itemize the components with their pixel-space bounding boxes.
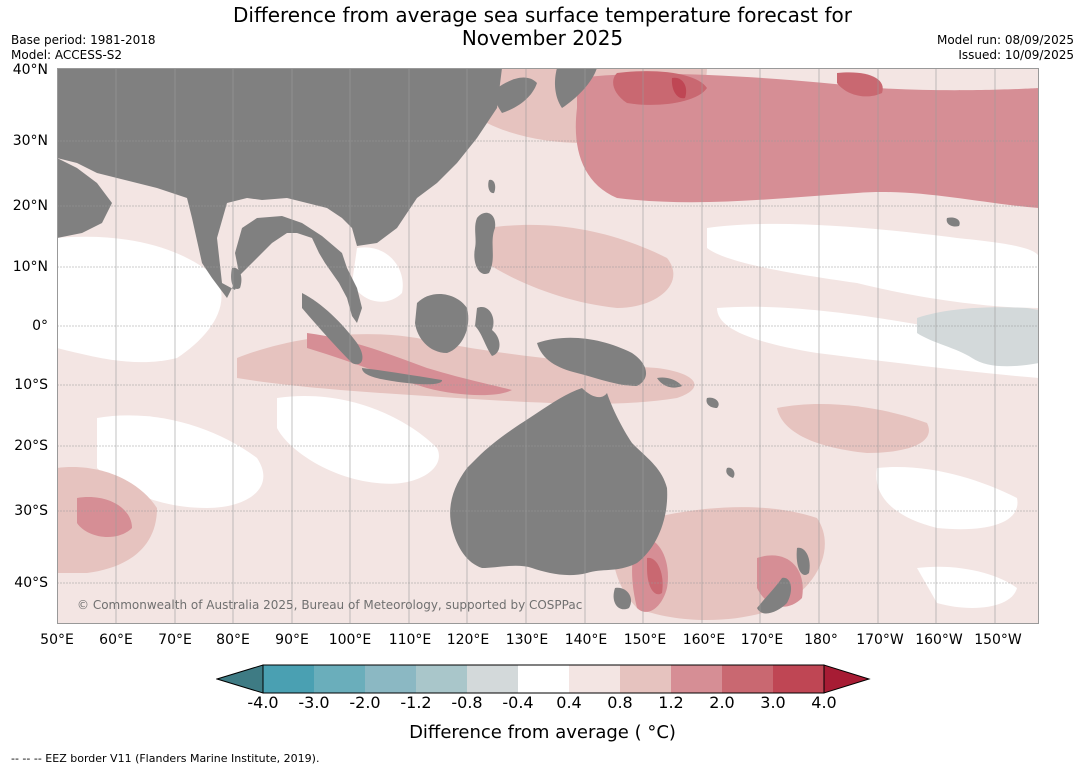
colorbar-tick: 1.2	[658, 693, 684, 712]
colorbar-outline	[262, 664, 825, 694]
colorbar-tick: -4.0	[247, 693, 279, 712]
colorbar-swatch	[722, 665, 773, 693]
colorbar-arrow-low	[216, 664, 264, 694]
landmasses	[57, 68, 960, 614]
model-run: Model run: 08/09/2025	[936, 33, 1074, 47]
lat-label-equator: 0°	[32, 318, 48, 334]
colorbar-swatch	[773, 665, 824, 693]
colorbar-arrow-high	[823, 664, 871, 694]
model-name: Model: ACCESS-S2	[11, 48, 123, 62]
colorbar-swatch	[467, 665, 518, 693]
lat-label-40n: 40°N	[12, 62, 48, 78]
lon-label-120e: 120°E	[446, 632, 490, 648]
lon-label-100e: 100°E	[328, 632, 372, 648]
lon-label-150w: 150°W	[974, 632, 1022, 648]
lat-label-20s: 20°S	[14, 438, 48, 454]
colorbar-tick: 4.0	[811, 693, 837, 712]
colorbar-swatch	[671, 665, 722, 693]
graticule	[57, 68, 1039, 624]
colorbar-swatch	[518, 665, 569, 693]
lon-label-60e: 60°E	[99, 632, 133, 648]
lon-label-140e: 140°E	[564, 632, 608, 648]
lat-label-40s: 40°S	[14, 575, 48, 591]
eez-footnote: -- -- -- EEZ border V11 (Flanders Marine…	[11, 752, 320, 765]
colorbar-swatch	[365, 665, 416, 693]
lon-label-110e: 110°E	[388, 632, 432, 648]
colorbar-tick: -0.8	[451, 693, 483, 712]
colorbar-tick: 0.8	[607, 693, 633, 712]
lon-label-180: 180°	[804, 632, 838, 648]
colorbar-tick: 3.0	[760, 693, 786, 712]
lon-label-70e: 70°E	[158, 632, 192, 648]
colorbar-tick: -0.4	[502, 693, 534, 712]
title-line-1: Difference from average sea surface temp…	[232, 3, 852, 27]
lon-label-50e: 50°E	[40, 632, 74, 648]
lon-label-170w: 170°W	[856, 632, 904, 648]
colorbar-swatch	[263, 665, 314, 693]
colorbar-tick: -2.0	[349, 693, 381, 712]
colorbar-swatch	[314, 665, 365, 693]
lat-label-20n: 20°N	[12, 198, 48, 214]
lon-label-80e: 80°E	[216, 632, 250, 648]
colorbar-swatch	[620, 665, 671, 693]
colorbar-swatch	[569, 665, 620, 693]
colorbar-swatch	[416, 665, 467, 693]
title-line-2: November 2025	[461, 26, 624, 50]
lat-label-10s: 10°S	[14, 377, 48, 393]
lon-label-90e: 90°E	[275, 632, 309, 648]
colorbar-tick: -1.2	[400, 693, 432, 712]
lat-label-30s: 30°S	[14, 503, 48, 519]
sst-anomaly-map	[57, 68, 1039, 624]
map-title: Difference from average sea surface temp…	[0, 4, 1085, 50]
copyright-notice: © Commonwealth of Australia 2025, Bureau…	[77, 598, 583, 612]
colorbar-tick: -3.0	[298, 693, 330, 712]
lat-label-10n: 10°N	[12, 259, 48, 275]
lon-label-170e: 170°E	[740, 632, 784, 648]
map-frame	[57, 68, 1039, 624]
colorbar-tick: 2.0	[709, 693, 735, 712]
colorbar	[216, 664, 871, 694]
meta-left: Base period: 1981-2018 Model: ACCESS-S2	[11, 33, 156, 63]
lon-label-150e: 150°E	[623, 632, 667, 648]
colorbar-tick: 0.4	[556, 693, 582, 712]
lon-label-160w: 160°W	[915, 632, 963, 648]
issued-date: Issued: 10/09/2025	[958, 48, 1074, 62]
lat-label-30n: 30°N	[12, 133, 48, 149]
meta-right: Model run: 08/09/2025 Issued: 10/09/2025	[937, 33, 1074, 63]
lon-label-160e: 160°E	[682, 632, 726, 648]
base-period: Base period: 1981-2018	[11, 33, 156, 47]
lon-label-130e: 130°E	[505, 632, 549, 648]
colorbar-title: Difference from average ( °C)	[409, 722, 676, 743]
